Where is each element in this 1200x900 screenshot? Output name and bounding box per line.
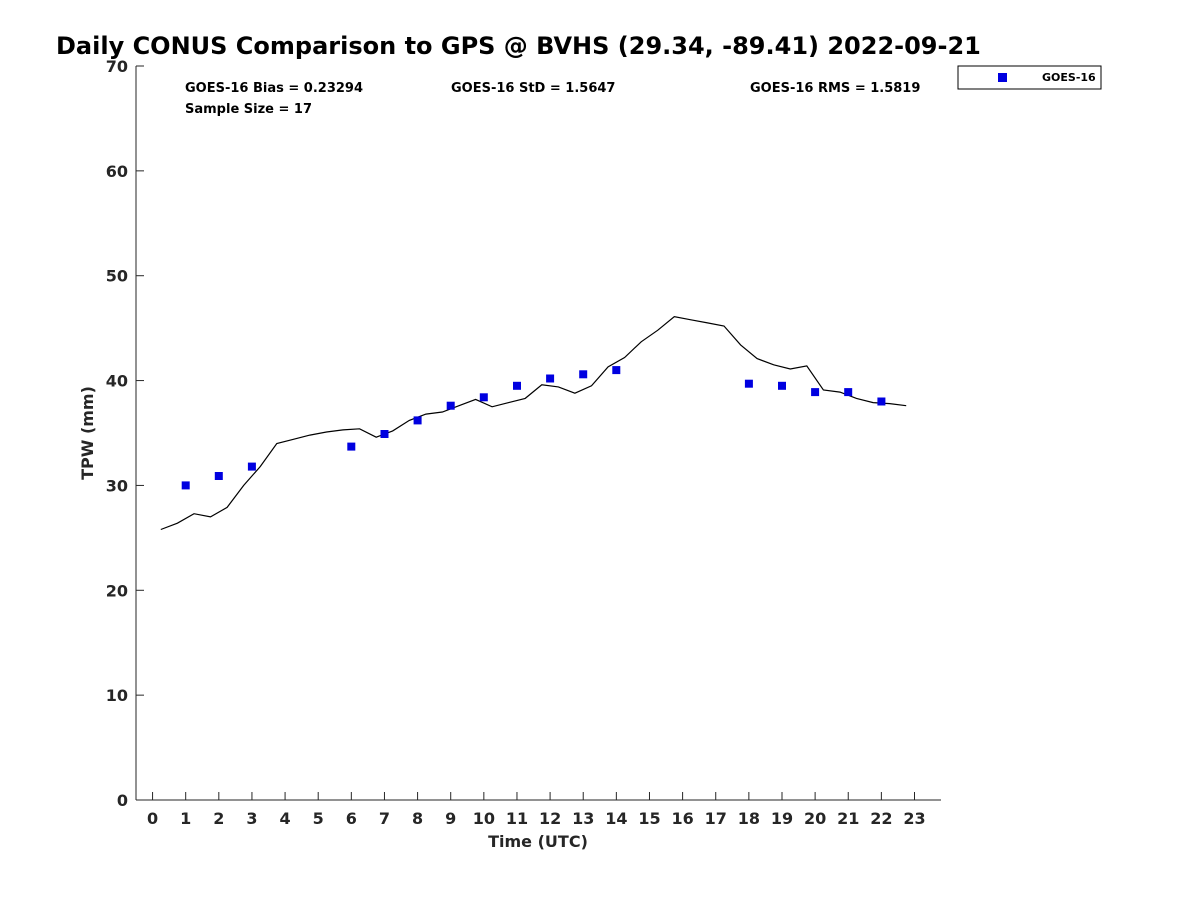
data-point <box>612 366 621 375</box>
data-point <box>513 381 521 390</box>
y-tick-label: 70 <box>106 57 128 76</box>
legend-marker <box>998 73 1007 82</box>
stat-bias: GOES-16 Bias = 0.23294 <box>185 81 363 96</box>
data-point <box>214 472 223 480</box>
reference-line <box>160 315 907 531</box>
x-tick-label: 5 <box>313 809 324 828</box>
stats-block: GOES-16 Bias = 0.23294 GOES-16 StD = 1.5… <box>185 81 920 117</box>
data-point <box>778 381 786 390</box>
legend: GOES-16 <box>957 65 1102 90</box>
data-point <box>546 374 555 383</box>
data-point <box>844 388 853 397</box>
y-tick-label: 10 <box>106 686 128 705</box>
data-point <box>247 462 256 471</box>
x-tick-label: 19 <box>771 809 793 828</box>
data-point <box>380 430 389 438</box>
x-tick-label: 22 <box>870 809 892 828</box>
x-tick-label: 20 <box>804 809 826 828</box>
data-point <box>446 401 455 410</box>
x-tick-label: 11 <box>506 809 528 828</box>
x-tick-label: 14 <box>605 809 627 828</box>
chart-title: Daily CONUS Comparison to GPS @ BVHS (29… <box>56 32 981 60</box>
stat-std: GOES-16 StD = 1.5647 <box>451 81 615 96</box>
x-tick-label: 0 <box>147 809 158 828</box>
x-tick-label: 3 <box>246 809 257 828</box>
axes: 0 1 2 3 4 5 6 7 8 9 10 11 12 13 14 15 16 17 18 19 20 21 22 2301… <box>106 57 941 828</box>
x-tick-label: 16 <box>671 809 693 828</box>
plot-area: 0 1 2 3 4 5 6 7 8 9 10 11 12 13 14 15 16 17 18 19 20 21 22 2301… <box>106 57 941 828</box>
legend-label: GOES-16 <box>1042 71 1096 84</box>
data-point <box>877 397 886 406</box>
data-point <box>744 379 753 388</box>
y-tick-label: 60 <box>106 162 128 181</box>
data-point <box>811 388 820 397</box>
x-tick-label: 1 <box>180 809 191 828</box>
x-tick-label: 23 <box>903 809 925 828</box>
stat-sample-size: Sample Size = 17 <box>185 102 312 117</box>
y-axis-label: TPW (mm) <box>78 386 97 480</box>
data-point <box>479 393 488 402</box>
x-tick-label: 8 <box>412 809 423 828</box>
y-tick-label: 40 <box>106 372 128 391</box>
x-tick-label: 10 <box>473 809 495 828</box>
x-tick-label: 2 <box>213 809 224 828</box>
line-series <box>160 315 907 531</box>
x-tick-label: 4 <box>280 809 291 828</box>
x-tick-label: 15 <box>638 809 660 828</box>
data-point <box>347 442 356 451</box>
x-tick-label: 18 <box>738 809 760 828</box>
y-tick-label: 30 <box>106 476 128 495</box>
data-point <box>181 481 190 490</box>
x-tick-label: 21 <box>837 809 859 828</box>
x-tick-label: 12 <box>539 809 561 828</box>
scatter-series <box>181 366 886 490</box>
legend-box <box>957 65 1102 90</box>
stat-rms: GOES-16 RMS = 1.5819 <box>750 81 920 96</box>
x-tick-label: 6 <box>346 809 357 828</box>
data-point <box>579 370 588 379</box>
x-axis-label: Time (UTC) <box>488 832 588 851</box>
y-tick-label: 20 <box>106 581 128 600</box>
data-point <box>413 416 422 425</box>
x-tick-label: 13 <box>572 809 594 828</box>
y-tick-label: 0 <box>117 791 128 810</box>
x-tick-label: 9 <box>445 809 456 828</box>
y-tick-label: 50 <box>106 267 128 286</box>
x-tick-label: 7 <box>379 809 390 828</box>
x-tick-label: 17 <box>705 809 727 828</box>
